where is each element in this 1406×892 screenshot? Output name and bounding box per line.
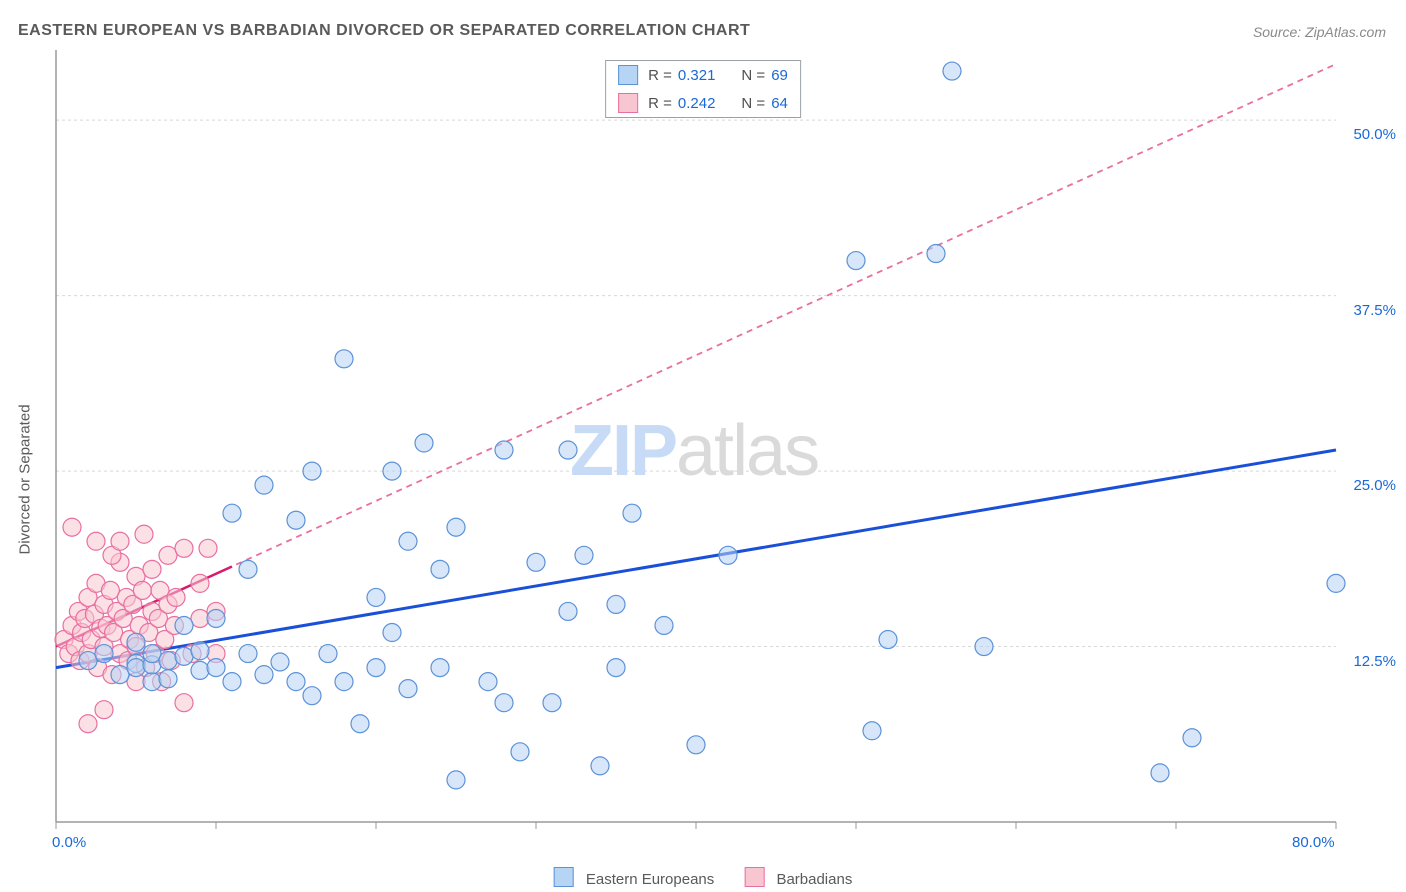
ytick-label: 25.0%	[1353, 477, 1396, 494]
xtick-label: 80.0%	[1292, 834, 1335, 851]
r-label: R =	[648, 67, 672, 84]
stats-box: R = 0.321 N = 69 R = 0.242 N = 64	[605, 60, 801, 118]
source-label: Source: ZipAtlas.com	[1253, 24, 1386, 40]
n-label: N =	[741, 67, 765, 84]
chart-title: EASTERN EUROPEAN VS BARBADIAN DIVORCED O…	[18, 22, 750, 40]
stats-swatch	[618, 93, 638, 113]
n-label: N =	[741, 95, 765, 112]
ytick-label: 37.5%	[1353, 302, 1396, 319]
ytick-label: 12.5%	[1353, 653, 1396, 670]
n-value: 69	[771, 67, 788, 84]
legend-item: Eastern Europeans	[554, 867, 715, 888]
legend-item: Barbadians	[744, 867, 852, 888]
legend-swatch	[744, 867, 764, 887]
xtick-label: 0.0%	[52, 834, 86, 851]
legend-label: Eastern Europeans	[586, 871, 714, 888]
ytick-label: 50.0%	[1353, 126, 1396, 143]
stats-swatch	[618, 65, 638, 85]
legend-label: Barbadians	[776, 871, 852, 888]
chart-area: Divorced or Separated ZIPatlas R = 0.321…	[0, 50, 1406, 892]
n-value: 64	[771, 95, 788, 112]
y-axis-label: Divorced or Separated	[17, 404, 34, 554]
stats-row: R = 0.242 N = 64	[606, 89, 800, 117]
scatter-chart	[0, 50, 1406, 850]
r-value: 0.321	[678, 67, 716, 84]
r-label: R =	[648, 95, 672, 112]
r-value: 0.242	[678, 95, 716, 112]
stats-row: R = 0.321 N = 69	[606, 61, 800, 89]
legend-swatch	[554, 867, 574, 887]
legend: Eastern Europeans Barbadians	[554, 867, 853, 888]
